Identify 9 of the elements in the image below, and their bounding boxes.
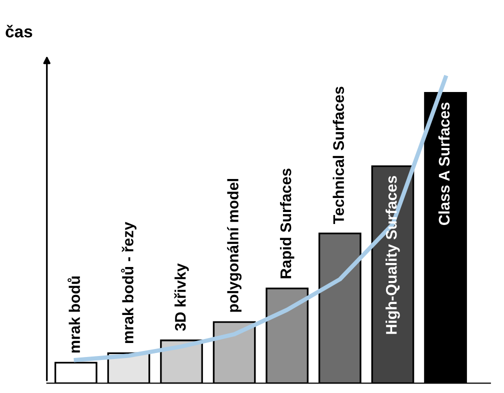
x-tick-label: 3D křivky — [174, 263, 189, 331]
x-tick-label: High-Quality Surfaces — [386, 176, 400, 334]
x-tick-label: Technical Surfaces — [332, 86, 344, 224]
x-tick-label: polygonální model — [227, 178, 242, 312]
x-tick-label: Class A Surfaces — [438, 102, 450, 226]
x-tick-label: mrak bodů - řezy — [120, 222, 136, 344]
x-tick-label: mrak bodů — [68, 276, 80, 353]
y-axis-title: čas — [6, 24, 32, 38]
x-tick-label: Rapid Surfaces — [280, 168, 294, 278]
